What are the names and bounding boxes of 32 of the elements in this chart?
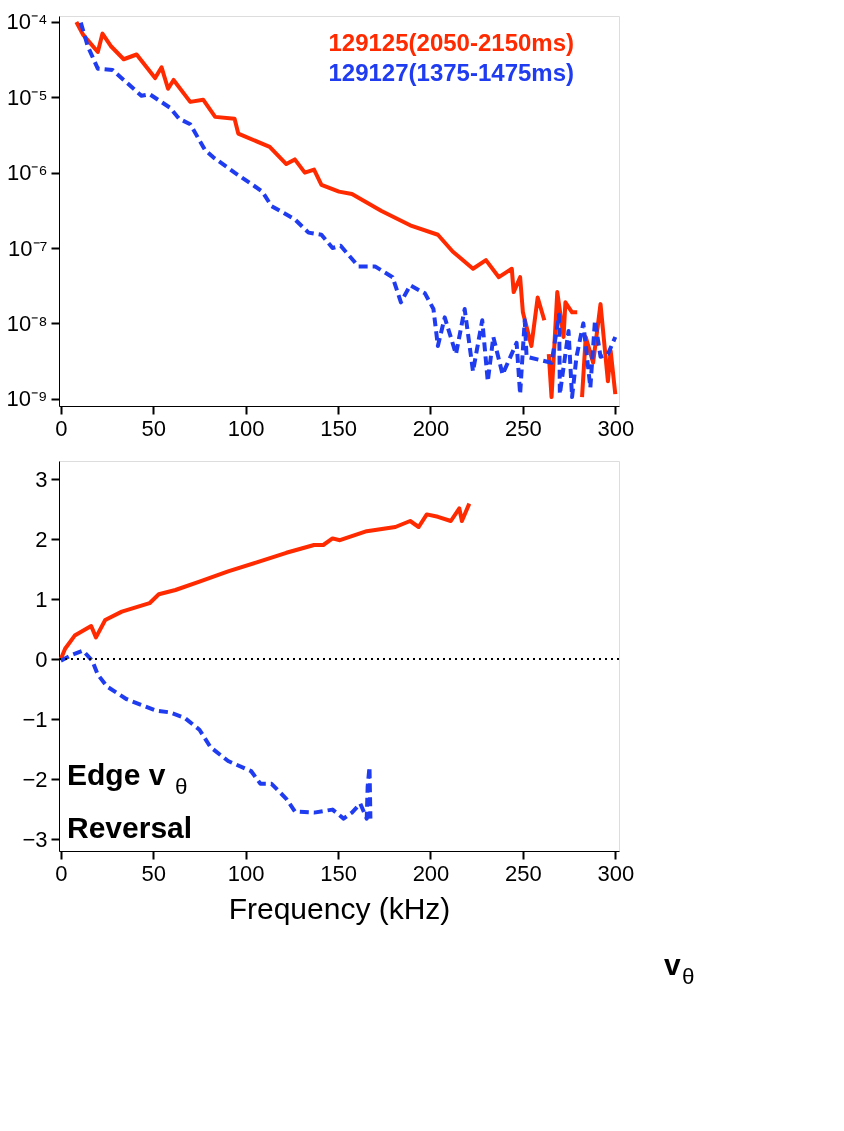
annotation: Reversal <box>67 811 193 844</box>
x-tick-label: 200 <box>412 415 450 441</box>
x-tick-label: 250 <box>505 860 542 886</box>
y-tick-label: 10⁻⁶ <box>6 160 48 186</box>
y-tick-label: 10⁻⁸ <box>6 310 48 336</box>
x-tick-label: 300 <box>597 415 635 441</box>
x-tick-label: 0 <box>55 860 68 886</box>
y-tick-label: 3 <box>35 466 48 492</box>
x-tick-label: 100 <box>227 860 265 886</box>
x-tick-label: 0 <box>55 415 68 441</box>
line-series <box>59 501 472 661</box>
text: 129125(2050-2150ms) <box>328 29 574 56</box>
y-tick-label: 10⁻⁹ <box>6 386 48 412</box>
y-tick-label: −3 <box>22 826 48 852</box>
y-tick-label: 10⁻⁴ <box>6 9 48 35</box>
x-axis-title: Frequency (kHz) <box>228 891 451 925</box>
y-tick-label: −1 <box>22 706 48 732</box>
x-tick-label: 150 <box>320 415 357 441</box>
x-tick-label: 300 <box>597 860 635 886</box>
y-tick-label: 0 <box>35 646 48 672</box>
y-tick-label: −2 <box>22 766 48 792</box>
x-tick-label: 50 <box>141 860 166 886</box>
x-tick-label: 150 <box>320 860 357 886</box>
y-tick-label: 1 <box>35 586 48 612</box>
x-tick-label: 250 <box>505 415 542 441</box>
text: 129127(1375-1475ms) <box>328 59 574 86</box>
x-tick-label: 100 <box>227 415 265 441</box>
y-tick-label: 10⁻⁵ <box>6 84 48 110</box>
y-tick-label: 2 <box>35 526 48 552</box>
y-tick-label: 10⁻⁷ <box>8 235 48 261</box>
x-tick-label: 50 <box>141 415 166 441</box>
x-tick-label: 200 <box>412 860 450 886</box>
